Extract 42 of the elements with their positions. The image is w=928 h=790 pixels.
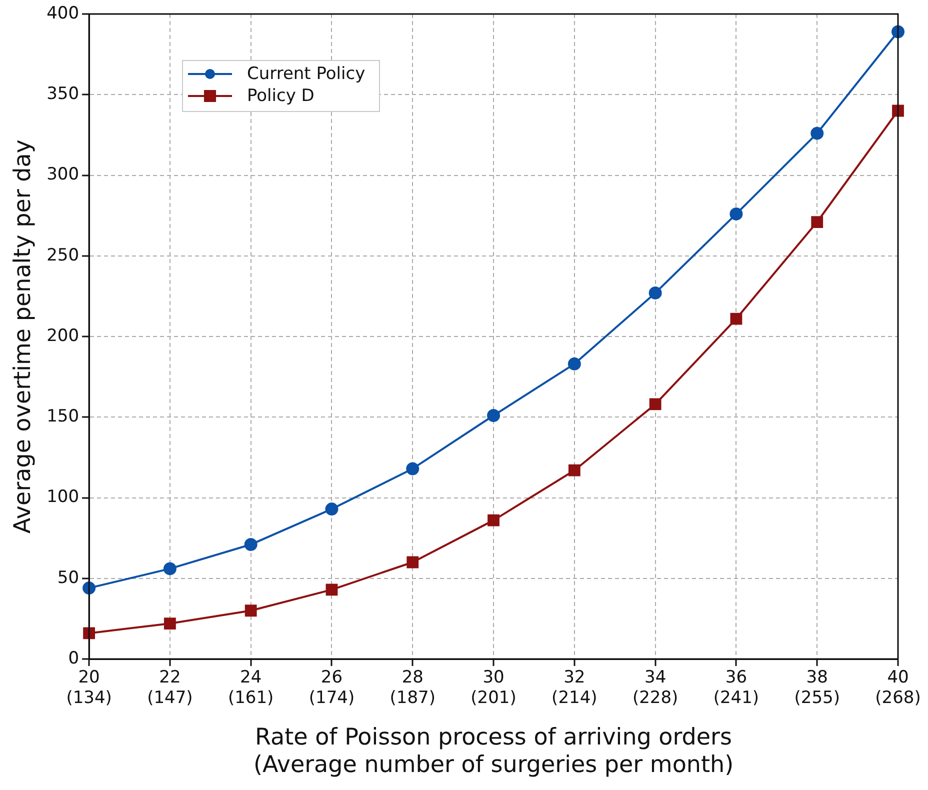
- point: [244, 538, 258, 552]
- point: [488, 514, 500, 526]
- point: [730, 312, 742, 325]
- x-tick-label: 20 (134): [66, 668, 112, 708]
- point: [163, 562, 176, 576]
- x-tick-label: 24 (161): [228, 668, 274, 708]
- y-tick-label: 350: [46, 84, 80, 104]
- point: [568, 464, 580, 476]
- x-tick-label: 34 (228): [632, 668, 678, 708]
- point: [649, 398, 662, 410]
- x-tick-label: 36 (241): [713, 668, 760, 708]
- x-tick-label: 40 (268): [875, 668, 921, 708]
- point: [406, 462, 420, 476]
- y-tick-label: 250: [46, 245, 80, 266]
- y-tick-label: 100: [46, 487, 80, 508]
- x-axis-title: Rate of Poisson process of arriving orders (Average number of surgeries per month): [253, 724, 734, 778]
- x-tick-label: 30 (201): [470, 668, 516, 708]
- y-tick-label: 400: [46, 3, 80, 24]
- y-axis-title: Average overtime penalty per day: [10, 140, 36, 534]
- point: [326, 584, 338, 596]
- x-tick-label: 32 (214): [552, 668, 598, 708]
- x-tick-label: 38 (255): [794, 668, 840, 708]
- x-tick-label: 28 (187): [390, 668, 436, 708]
- point: [811, 216, 824, 228]
- y-tick-label: 0: [68, 648, 80, 668]
- point: [487, 409, 500, 422]
- point: [568, 357, 581, 370]
- point: [325, 502, 338, 516]
- y-tick-label: 150: [46, 406, 80, 427]
- y-tick-label: 300: [46, 164, 80, 185]
- point: [810, 126, 824, 140]
- y-tick-label: 200: [46, 326, 80, 346]
- point: [406, 556, 419, 568]
- legend-label: Policy D: [247, 86, 314, 106]
- x-tick-label: 22 (147): [147, 668, 193, 708]
- point: [244, 604, 257, 617]
- point: [730, 207, 743, 220]
- x-tick-label: 26 (174): [308, 668, 355, 708]
- point: [164, 618, 176, 630]
- y-tick-label: 50: [57, 568, 80, 588]
- point: [648, 286, 662, 300]
- legend-label: Current Policy: [247, 64, 366, 84]
